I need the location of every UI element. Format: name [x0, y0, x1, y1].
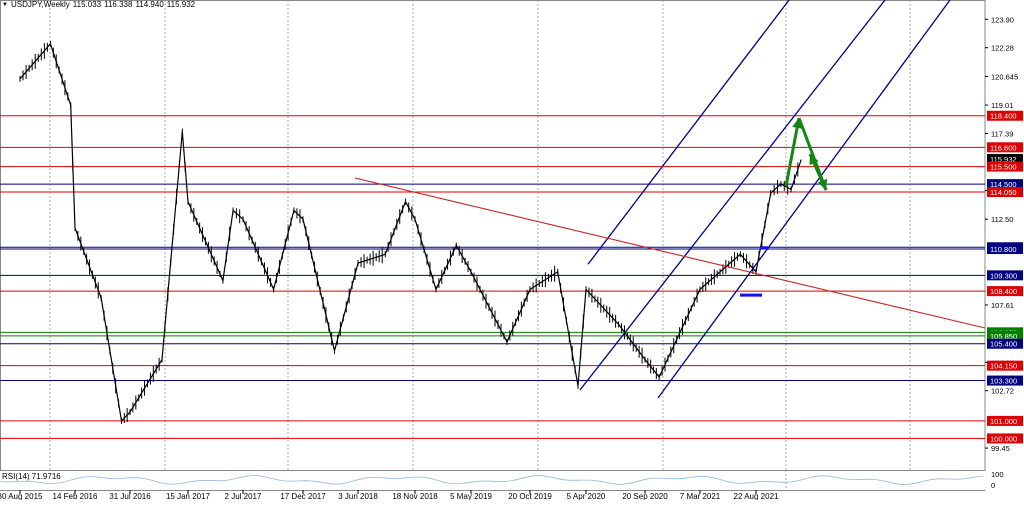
level-label-box — [987, 360, 1023, 371]
price-tick-label: 117.39 — [991, 129, 1013, 138]
level-label-box — [987, 415, 1023, 426]
blue-marker — [740, 293, 762, 297]
x-tick-label: 2 Jul 2017 — [225, 492, 262, 500]
price-tick-label: 119.01 — [991, 101, 1013, 110]
close-value: 115.932 — [166, 0, 196, 9]
level-label-box — [987, 433, 1023, 444]
x-tick-label: 20 Oct 2019 — [508, 492, 552, 500]
level-label-box — [987, 270, 1023, 281]
level-label: 105.850 — [990, 332, 1017, 341]
x-tick-label: 20 Sep 2020 — [622, 492, 668, 500]
rsi-scale-top: 100 — [991, 470, 1004, 479]
level-label: 105.400 — [990, 340, 1017, 349]
high-value: 116.338 — [104, 0, 133, 9]
price-tick-label: 107.61 — [991, 301, 1014, 310]
return-arrow-head — [809, 154, 819, 166]
level-label-box — [987, 179, 1023, 190]
x-tick-label: 5 Apr 2020 — [567, 492, 606, 500]
rsi-scale-bottom: 0 — [991, 481, 995, 490]
blue-marker — [760, 246, 768, 250]
trendline[interactable] — [354, 177, 986, 329]
level-label-box — [987, 375, 1023, 386]
up-arrow[interactable] — [784, 117, 801, 187]
price-tick-label: 123.90 — [991, 15, 1014, 24]
price-tick-label: 102.72 — [991, 387, 1014, 396]
level-label: 109.300 — [990, 271, 1017, 280]
collapse-triangle-icon[interactable]: ▼ — [2, 1, 8, 8]
price-line — [19, 42, 802, 423]
x-tick-label: 17 Dec 2017 — [280, 492, 326, 500]
level-label: 103.300 — [990, 377, 1017, 386]
low-value: 114.940 — [135, 0, 164, 9]
level-label-box — [987, 154, 1023, 165]
x-tick-label: 5 May 2019 — [450, 492, 492, 500]
level-label-box — [987, 338, 1023, 349]
price-tick-label: 99.45 — [991, 444, 1010, 453]
x-tick-label: 15 Jan 2017 — [166, 492, 211, 500]
x-tick-label: 22 Aug 2021 — [734, 492, 779, 500]
channel-upper-line[interactable] — [587, 0, 885, 265]
rsi-title: RSI(14) 71.9716 — [2, 472, 61, 481]
level-label: 108.400 — [990, 287, 1017, 296]
level-label: 116.600 — [990, 143, 1017, 152]
level-label: 114.500 — [990, 180, 1017, 189]
plot-frame — [0, 0, 986, 471]
channel-upper-line[interactable] — [579, 0, 886, 391]
level-label: 104.150 — [990, 362, 1017, 371]
symbol-label: USDJPY,Weekly — [10, 0, 70, 9]
level-label-box — [987, 161, 1023, 172]
level-label: 115.500 — [990, 163, 1017, 172]
level-label-box — [987, 187, 1023, 198]
level-label: 101.000 — [990, 417, 1017, 426]
level-label: 110.800 — [990, 245, 1017, 254]
x-tick-label: 14 Feb 2016 — [53, 492, 98, 500]
level-label-box — [987, 244, 1023, 255]
level-label: 115.932 — [990, 155, 1017, 164]
price-tick-label: 112.50 — [991, 215, 1013, 224]
x-tick-label: 7 Mar 2021 — [680, 492, 721, 500]
open-value: 115.033 — [72, 0, 102, 9]
rsi-line — [0, 475, 985, 485]
rsi-name: RSI(14) — [2, 472, 30, 481]
level-label-box — [987, 110, 1023, 121]
x-tick-label: 31 Jul 2016 — [109, 492, 151, 500]
price-tick-label: 120.645 — [991, 72, 1018, 81]
channel-lower-line[interactable] — [657, 0, 951, 399]
chart-title: ▼ USDJPY,Weekly 115.033 116.338 114.940 … — [2, 0, 195, 9]
level-label-box — [987, 142, 1023, 153]
x-tick-label: 18 Nov 2018 — [392, 492, 438, 500]
x-tick-label: 30 Aug 2015 — [0, 492, 43, 500]
rsi-value: 71.9716 — [31, 472, 61, 481]
level-label-box — [987, 330, 1023, 341]
level-label: 118.400 — [990, 112, 1017, 121]
price-tick-label: 122.28 — [991, 44, 1014, 53]
level-label-box — [987, 286, 1023, 297]
level-label: 100.000 — [990, 434, 1017, 443]
level-label: 114.050 — [990, 188, 1017, 197]
x-tick-label: 3 Jun 2018 — [338, 492, 378, 500]
